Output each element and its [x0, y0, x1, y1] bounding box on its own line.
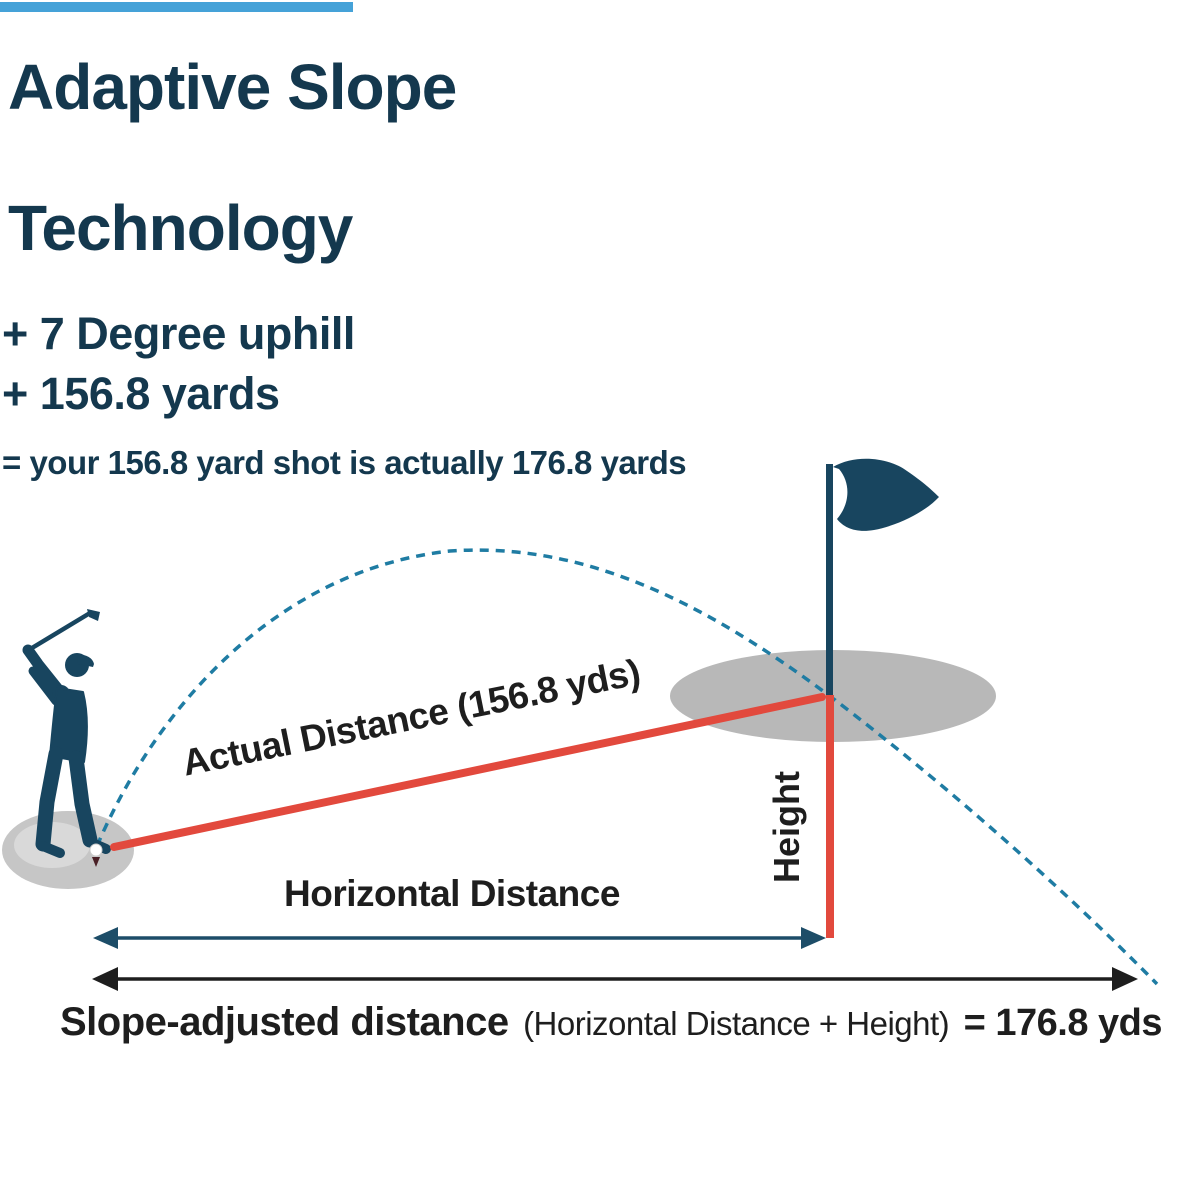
slope-distance-arrow — [92, 967, 1138, 991]
fact-yards: + 156.8 yards — [2, 368, 280, 419]
title-line-2: Technology — [8, 191, 353, 264]
horizontal-distance-label: Horizontal Distance — [284, 873, 620, 914]
slope-adjusted-result: = 176.8 yds — [963, 1002, 1163, 1044]
horizontal-distance-arrow — [93, 927, 826, 949]
slope-adjusted-formula: (Horizontal Distance + Height) — [523, 1005, 950, 1042]
accent-bar — [0, 2, 353, 12]
actual-distance-line — [110, 693, 826, 851]
slope-adjusted-caption: Slope-adjusted distance (Horizontal Dist… — [60, 1000, 1163, 1045]
golf-flag-icon — [826, 458, 939, 697]
page-title: Adaptive Slope Technology — [8, 51, 457, 264]
fact-result: = your 156.8 yard shot is actually 176.8… — [2, 444, 687, 481]
trajectory-arc — [95, 548, 1159, 986]
slope-adjusted-label: Slope-adjusted distance — [60, 1000, 509, 1044]
golf-ball-icon — [89, 843, 103, 867]
title-line-1: Adaptive Slope — [8, 51, 457, 123]
golfer-icon — [22, 609, 111, 858]
height-label: Height — [766, 771, 807, 883]
fact-degree: + 7 Degree uphill — [2, 308, 355, 359]
